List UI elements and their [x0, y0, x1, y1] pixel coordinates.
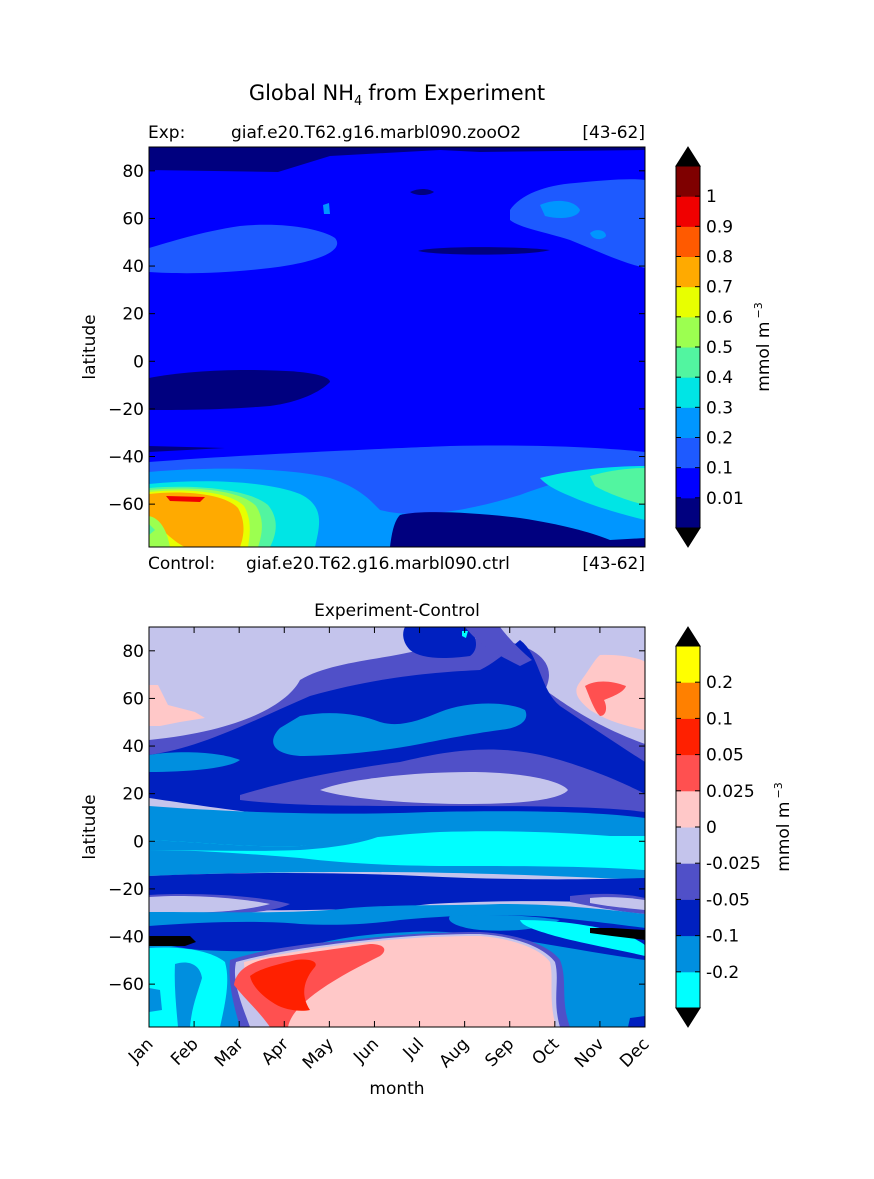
panel1-ytick-label: 0: [133, 352, 144, 372]
panel2-xtick-label: Jul: [399, 1034, 428, 1063]
panel2-ytick-label: 20: [122, 785, 144, 805]
panel1-colorbar-tick-label: 0.3: [706, 398, 733, 418]
panel2-xtick-label: Sep: [481, 1034, 518, 1071]
panel1-colorbar-tick-label: 0.4: [706, 368, 733, 388]
panel1-ytick-label: −40: [108, 448, 144, 468]
panel2-colorbar-swatch: [676, 790, 700, 828]
panel1-ylabel: latitude: [80, 314, 100, 379]
panel2-colorbar-tick-label: 0.1: [706, 709, 733, 729]
panel1-colorbar-swatch: [676, 256, 700, 288]
ctrl-label: Control:: [148, 554, 215, 574]
panel2-xtick-label: Feb: [167, 1034, 202, 1069]
panel2-title: Experiment-Control: [314, 601, 480, 621]
panel1-ytick-label: 80: [122, 162, 144, 182]
panel1-colorbar-tick-label: 0.1: [706, 459, 733, 479]
panel2-colorbar-swatch: [676, 863, 700, 900]
panel2-colorbar-tick-label: 0: [706, 818, 717, 838]
panel1-colorbar-label: mmol m−3: [752, 302, 774, 391]
panel2-colorbar-swatch: [676, 718, 700, 756]
panel2-colorbar-tick-label: -0.1: [706, 927, 739, 947]
panel2-ytick-label: −20: [108, 880, 144, 900]
panel2-xtick-label: Apr: [258, 1034, 293, 1069]
panel2-colorbar-over: [675, 626, 701, 647]
panel1-ytick-label: 40: [122, 257, 144, 277]
panel1-axes: 80 60 40 20 0 −20 −40 −60 latitude: [80, 162, 645, 515]
panel1-colorbar-tick-label: 0.2: [706, 429, 733, 449]
panel2-colorbar-swatch: [676, 646, 700, 683]
panel2-colorbar-swatch: [676, 754, 700, 792]
panel1-colorbar-swatch: [676, 437, 700, 469]
panel2-ytick-label: 0: [133, 832, 144, 852]
panel2-colorbar-tick-label: -0.05: [706, 890, 750, 910]
panel1-colorbar: 1 0.9 0.8 0.7 0.6 0.5 0.4 0.3 0.2 0.1 0.01 mmol m−3: [675, 146, 774, 548]
panel2-colorbar: 0.2 0.1 0.05 0.025 0 -0.025 -0.05 -0.1 -0.2 mmol …: [675, 626, 794, 1028]
ctrl-case: giaf.e20.T62.g16.marbl090.ctrl: [246, 554, 510, 574]
panel2-ylabel: latitude: [80, 794, 100, 859]
panel2-xtick-label: Dec: [616, 1034, 653, 1071]
panel2-colorbar-swatch: [676, 682, 700, 719]
panel2-ytick-label: −40: [108, 928, 144, 948]
panel1-colorbar-swatch: [676, 316, 700, 348]
panel1-colorbar-under: [675, 527, 701, 548]
panel2-colorbar-under: [675, 1007, 701, 1028]
panel2-colorbar-tick-label: -0.025: [706, 854, 761, 874]
panel1-ytick-label: −20: [108, 400, 144, 420]
panel2-xtick-label: Jun: [349, 1034, 383, 1068]
panel1-field: [149, 147, 645, 547]
panel2-colorbar-swatch: [676, 827, 700, 864]
panel2-colorbar-swatch: [676, 935, 700, 973]
panel1-colorbar-over: [675, 146, 701, 167]
panel2-ytick-label: 40: [122, 737, 144, 757]
panel1-colorbar-tick-label: 0.5: [706, 338, 733, 358]
panel1-colorbar-tick-label: 0.9: [706, 217, 733, 237]
panel1-colorbar-tick-label: 1: [706, 187, 717, 207]
panel2-colorbar-tick-label: 0.2: [706, 673, 733, 693]
panel2-frame: [148, 626, 646, 1028]
panel2-colorbar-tick-label: 0.025: [706, 782, 755, 802]
panel2-xtick-label: Aug: [436, 1034, 474, 1072]
panel1-ytick-label: 60: [122, 209, 144, 229]
panel2-xtick-label: Mar: [211, 1034, 248, 1071]
exp-years: [43-62]: [582, 123, 645, 143]
ctrl-years: [43-62]: [582, 554, 645, 574]
panel1-ytick-label: −60: [108, 495, 144, 515]
panel1-colorbar-swatch: [676, 286, 700, 318]
exp-case: giaf.e20.T62.g16.marbl090.zooO2: [231, 123, 521, 143]
panel1-colorbar-swatch: [676, 467, 700, 499]
panel1-colorbar-swatch: [676, 407, 700, 438]
panel2-xtick-label: Nov: [571, 1034, 609, 1072]
panel2-colorbar-swatch: [676, 971, 700, 1009]
panel1-colorbar-swatch: [676, 497, 700, 529]
panel1-colorbar-swatch: [676, 347, 700, 378]
panel2-ytick-label: 60: [122, 689, 144, 709]
panel1-colorbar-tick-label: 0.7: [706, 278, 733, 298]
panel2-ytick-label: −60: [108, 975, 144, 995]
exp-label: Exp:: [148, 123, 185, 143]
panel2-colorbar-label: mmol m−3: [772, 782, 794, 871]
panel2-xtick-label: May: [299, 1034, 338, 1073]
panel1-colorbar-swatch: [676, 377, 700, 408]
panel1-frame: [148, 146, 646, 548]
panel2-xlabel: month: [369, 1079, 424, 1099]
figure-title: Global NH4 from Experiment: [249, 81, 545, 109]
panel1-colorbar-swatch: [676, 166, 700, 197]
panel1-colorbar-tick-label: 0.01: [706, 489, 744, 509]
panel2-xtick-label: Oct: [528, 1034, 563, 1069]
panel2-xtick-label: Jan: [124, 1034, 157, 1067]
panel1-colorbar-tick-label: 0.6: [706, 308, 733, 328]
panel2-colorbar-tick-label: 0.05: [706, 746, 744, 766]
panel2-colorbar-tick-label: -0.2: [706, 963, 739, 983]
panel1-colorbar-swatch: [676, 196, 700, 227]
panel1-colorbar-tick-label: 0.8: [706, 248, 733, 268]
panel2-field: [149, 627, 645, 1027]
panel1-ytick-label: 20: [122, 305, 144, 325]
panel2-ytick-label: 80: [122, 642, 144, 662]
panel1-colorbar-swatch: [676, 226, 700, 257]
panel2-colorbar-swatch: [676, 899, 700, 937]
